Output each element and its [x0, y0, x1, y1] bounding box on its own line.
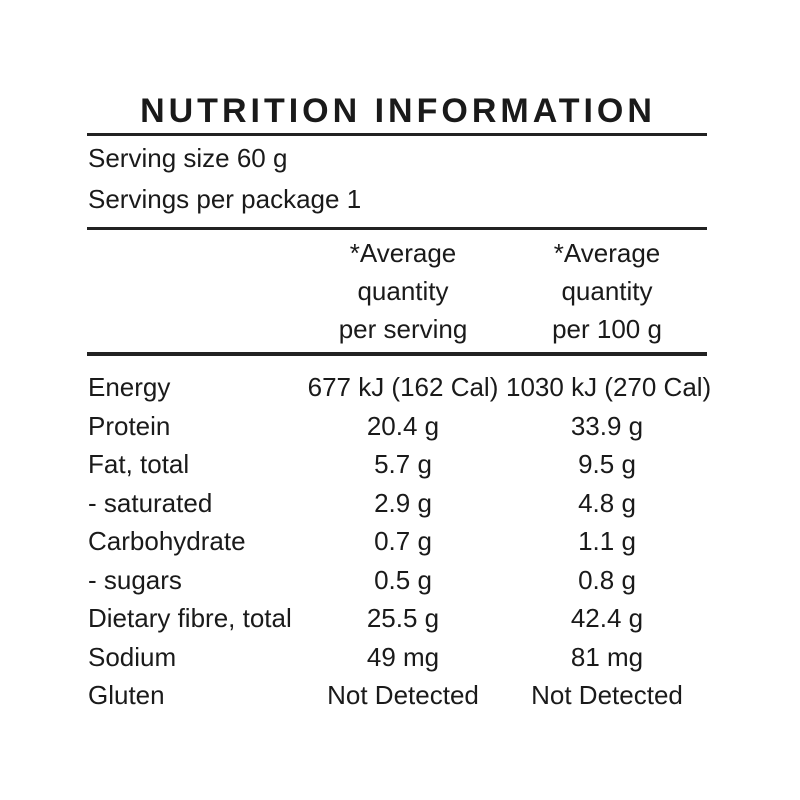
value-per-serving: 5.7 g	[374, 449, 432, 479]
value-per-100g: 4.8 g	[578, 487, 636, 518]
nutrient-name: Dietary fibre, total	[88, 603, 292, 633]
column-header-per-100g: *Average quantity per 100 g	[506, 234, 708, 348]
header-line: per 100 g	[552, 314, 662, 344]
value-per-serving: 25.5 g	[366, 603, 440, 633]
value-per-serving: 2.9 g	[374, 487, 432, 518]
table-row: Energy 677 kJ (162 Cal) 1030 kJ (270 Cal…	[88, 368, 712, 407]
value-per-100g: 42.4 g	[570, 603, 644, 633]
table-row: Dietary fibre, total 25.5 g 42.4 g	[88, 599, 708, 638]
value-per-serving: 20.4 g	[366, 410, 440, 441]
header-line: *Average	[553, 238, 661, 268]
table-row: Fat, total 5.7 g 9.5 g	[88, 445, 708, 484]
nutrient-name: Fat, total	[88, 449, 190, 479]
header-line: per serving	[338, 314, 468, 344]
value-per-100g: 33.9 g	[570, 410, 644, 441]
divider-under-title	[87, 133, 707, 136]
serving-size-text: Serving size 60 g	[88, 143, 288, 173]
nutrient-name: - saturated	[88, 487, 213, 518]
value-per-serving: Not Detected	[327, 680, 479, 710]
serving-info: Serving size 60 g Servings per package 1	[88, 138, 708, 220]
value-per-100g: 1030 kJ (270 Cal)	[506, 372, 712, 402]
header-line: quantity	[561, 276, 653, 306]
header-spacer	[88, 234, 300, 348]
nutrient-name: Energy	[88, 372, 171, 402]
table-header-row: *Average quantity per serving *Average q…	[88, 234, 708, 348]
table-row: Carbohydrate 0.7 g 1.1 g	[88, 522, 708, 561]
table-row: - saturated 2.9 g 4.8 g	[88, 484, 708, 523]
nutrient-name: Sodium	[88, 641, 177, 672]
value-per-100g: 81 mg	[570, 641, 644, 672]
value-per-100g: Not Detected	[531, 680, 683, 710]
table-row: Sodium 49 mg 81 mg	[88, 638, 708, 677]
nutrient-name: - sugars	[88, 564, 182, 595]
table-row: Gluten Not Detected Not Detected	[88, 676, 708, 715]
table-row: Protein 20.4 g 33.9 g	[88, 407, 708, 446]
divider-under-serving-info	[87, 227, 707, 230]
nutrient-name: Gluten	[88, 680, 165, 710]
panel-title: NUTRITION INFORMATION	[140, 92, 656, 130]
divider-under-headers	[87, 352, 707, 356]
header-line: quantity	[357, 276, 449, 306]
value-per-100g: 0.8 g	[578, 564, 636, 595]
value-per-100g: 9.5 g	[578, 449, 636, 479]
value-per-serving: 677 kJ (162 Cal)	[307, 372, 499, 402]
header-line: *Average	[349, 238, 457, 268]
servings-per-package-text: Servings per package 1	[88, 184, 362, 214]
table-row: - sugars 0.5 g 0.8 g	[88, 561, 708, 600]
value-per-100g: 1.1 g	[578, 526, 636, 556]
nutrition-table-body: Energy 677 kJ (162 Cal) 1030 kJ (270 Cal…	[88, 368, 712, 715]
column-header-per-serving: *Average quantity per serving	[300, 234, 506, 348]
nutrient-name: Carbohydrate	[88, 526, 246, 556]
value-per-serving: 0.7 g	[374, 526, 432, 556]
value-per-serving: 0.5 g	[374, 564, 432, 595]
value-per-serving: 49 mg	[366, 641, 440, 672]
nutrient-name: Protein	[88, 410, 171, 441]
